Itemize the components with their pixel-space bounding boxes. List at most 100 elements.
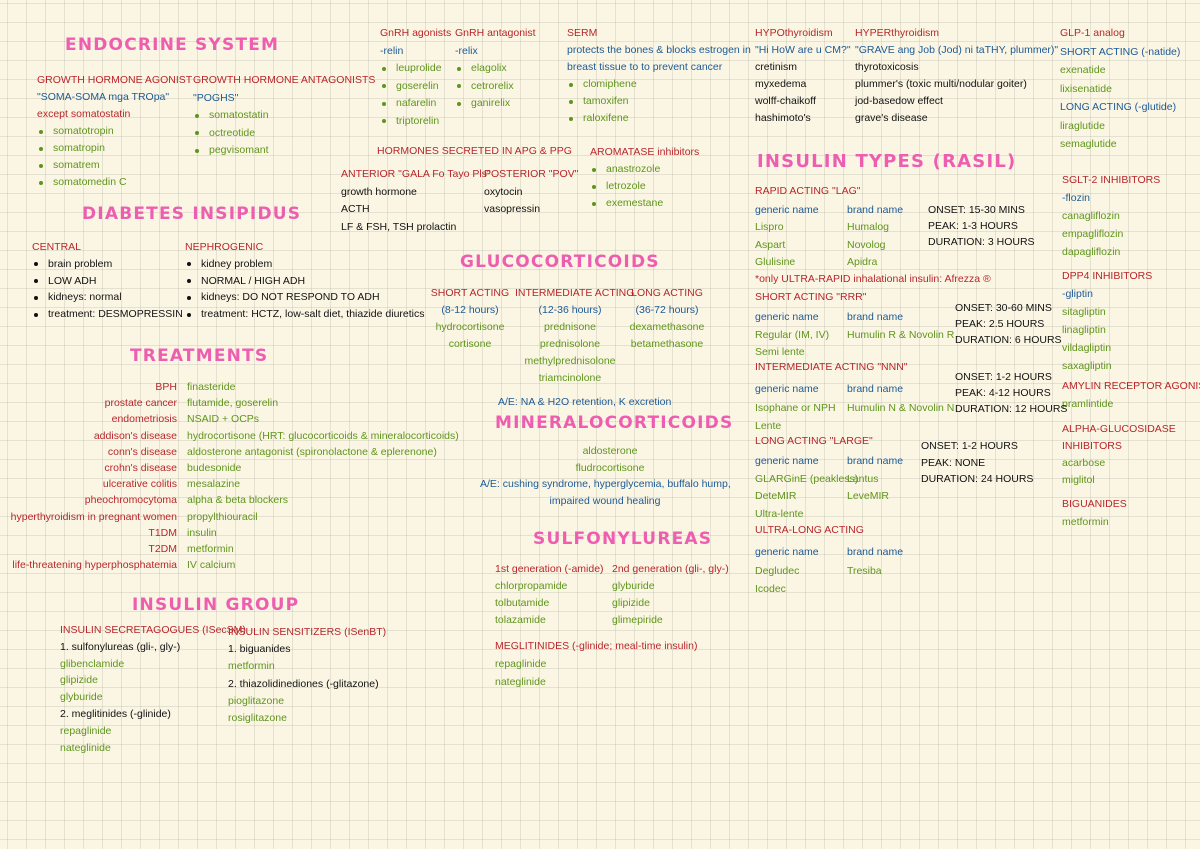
brand-names: brand name Tresiba [847, 543, 903, 580]
generic-names: generic name Regular (IM, IV) Semi lente [755, 309, 829, 362]
generic-names: generic name Isophane or NPH Lente [755, 380, 836, 436]
note-line: endometriosis [111, 413, 177, 426]
note-line: letrozole [590, 178, 699, 195]
section-title: MINERALOCORTICOIDS [495, 413, 734, 433]
note-line: Lantus [847, 472, 879, 485]
brand-names: brand name Humulin N & Novolin N [847, 380, 954, 417]
note-line: generic name [755, 455, 819, 467]
note-line: vasopressin [484, 203, 541, 215]
note-line: growth hormone [341, 185, 417, 198]
note-line: canagliflozin [1062, 210, 1120, 222]
note-line: "POGHS" [193, 91, 239, 104]
note-line: T1DM [148, 526, 177, 539]
note-line: DURATION: 6 HOURS [955, 334, 1062, 346]
note-line: Lente [755, 420, 782, 432]
note-line: DURATION: 3 HOURS [928, 236, 1035, 248]
note-line: grave's disease [855, 112, 928, 124]
note-line: ANTERIOR "GALA Fo Tayo Pls" [341, 168, 491, 180]
note-line: GnRH agonists [380, 27, 452, 39]
note-line: 2. meglitinides (-glinide) [60, 707, 171, 720]
note-line: prostate cancer [104, 397, 177, 410]
note-line: Icodec [755, 583, 786, 595]
note-line: repaglinide [60, 724, 112, 737]
note-line: 1st generation (-amide) [495, 563, 604, 575]
note-line: IV calcium [187, 559, 236, 572]
section-title: SULFONYLUREAS [533, 529, 713, 549]
note-line: POSTERIOR "POV" [484, 168, 579, 180]
note-line: somatotropin [37, 123, 192, 140]
sulfo-second: 2nd generation (gli-, gly-) glyburide glip… [612, 561, 729, 629]
note-line: brand name [847, 383, 904, 395]
note-line: SHORT ACTING [430, 287, 510, 299]
note-line: BIGUANIDES [1062, 498, 1127, 510]
note-line: (12-36 hours) [538, 304, 602, 316]
apg-ppg-title: HORMONES SECRETED IN APG & PPG [377, 145, 572, 157]
gh-agonist: GROWTH HORMONE AGONIST "SOMA-SOMA mga TRO… [37, 72, 192, 191]
anterior: ANTERIOR "GALA Fo Tayo Pls" growth hormon… [341, 166, 491, 236]
note-line: addison's disease [93, 429, 177, 442]
note-line: Humalog [847, 221, 890, 234]
note-line: sitagliptin [1062, 306, 1106, 318]
note-line: brand name [847, 455, 904, 467]
note-line: tolbutamide [495, 597, 550, 609]
note-line: NEPHROGENIC [185, 241, 264, 253]
note-line: pramlintide [1062, 398, 1114, 410]
note-line: aldosterone antagonist (spironolactone &… [187, 445, 437, 458]
section-title: ENDOCRINE SYSTEM [65, 35, 280, 55]
note-line: elagolix [455, 60, 536, 78]
note-line: nateglinide [495, 676, 546, 688]
note-line: crohn's disease [104, 462, 177, 475]
note-line: brand name [847, 311, 904, 323]
note-line: Isophane or NPH [755, 401, 836, 414]
note-line: tolazamide [495, 614, 546, 626]
note-line: 2nd generation (gli-, gly-) [612, 563, 729, 575]
note-line: treatment: DESMOPRESSIN [32, 306, 183, 323]
note-line: cretinism [755, 61, 798, 73]
central-di: CENTRAL brain problem LOW ADH kidneys: norm… [32, 239, 183, 323]
note-line: glimepiride [612, 614, 663, 626]
note-line: INSULIN SECRETAGOGUES (ISecSM) [60, 624, 246, 636]
note-line: insulin [187, 526, 217, 539]
note-line: protects the bones & blocks estrogen in [567, 44, 751, 56]
gluco-short: SHORT ACTING (8-12 hours) hydrocortisone co… [430, 285, 510, 353]
note-line: exemestane [590, 195, 699, 212]
gluco-ae: A/E: NA & H2O retention, K excretion [498, 396, 672, 408]
note-line: NORMAL / HIGH ADH [185, 273, 425, 290]
gnrh-antagonist: GnRH antagonist -relix elagolix cetrorelix g… [455, 25, 536, 113]
gluco-intermediate: INTERMEDIATE ACTING (12-36 hours) predniso… [515, 285, 634, 387]
note-line: cetrorelix [455, 78, 536, 96]
note-line: dexamethasone [629, 321, 705, 333]
note-line: thyrotoxicosis [855, 61, 919, 73]
note-line: AROMATASE inhibitors [590, 146, 700, 158]
note-line: pheochromocytoma [84, 494, 177, 507]
note-line: LF & FSH, TSH prolactin [341, 220, 457, 233]
note-line: GnRH antagonist [455, 27, 536, 39]
note-line: oxytocin [484, 185, 523, 198]
inhaled-note: *only ULTRA-RAPID inhalational insulin: … [755, 273, 991, 285]
note-line: 1. biguanides [228, 643, 291, 656]
brand-names: brand name Humulin R & Novolin R [847, 309, 954, 344]
note-line: SGLT-2 INHIBITORS [1062, 174, 1161, 186]
note-line: rosiglitazone [228, 712, 287, 725]
note-line: nateglinide [60, 741, 111, 754]
note-line: ONSET: 30-60 MINS [955, 302, 1052, 314]
note-line: Humulin N & Novolin N [847, 401, 955, 414]
note-line: 2. thiazolidinediones (-glitazone) [228, 677, 379, 690]
note-line: brand name [847, 204, 904, 216]
note-line: metformin [187, 543, 234, 556]
note-line: -relin [380, 44, 404, 57]
note-line: "GRAVE ang Job (Jod) ni taTHY, plummer)" [855, 44, 1059, 56]
note-line: 1. sulfonylureas (gli-, gly-) [60, 640, 181, 653]
note-line: generic name [755, 546, 819, 558]
nephrogenic-di: NEPHROGENIC kidney problem NORMAL / HIGH A… [185, 239, 425, 323]
note-line: fludrocortisone [575, 461, 645, 474]
note-line: betamethasone [630, 338, 704, 350]
note-line: metformin [1062, 516, 1109, 528]
note-line: glipizide [60, 674, 98, 687]
note-line: (36-72 hours) [635, 304, 699, 316]
note-line: wolff-chaikoff [755, 95, 816, 107]
note-line: -gliptin [1062, 288, 1093, 300]
note-line: glipizide [612, 597, 650, 609]
sulfo-first: 1st generation (-amide) chlorpropamide tol… [495, 561, 604, 629]
serm: SERM protects the bones & blocks estrogen… [567, 25, 751, 127]
